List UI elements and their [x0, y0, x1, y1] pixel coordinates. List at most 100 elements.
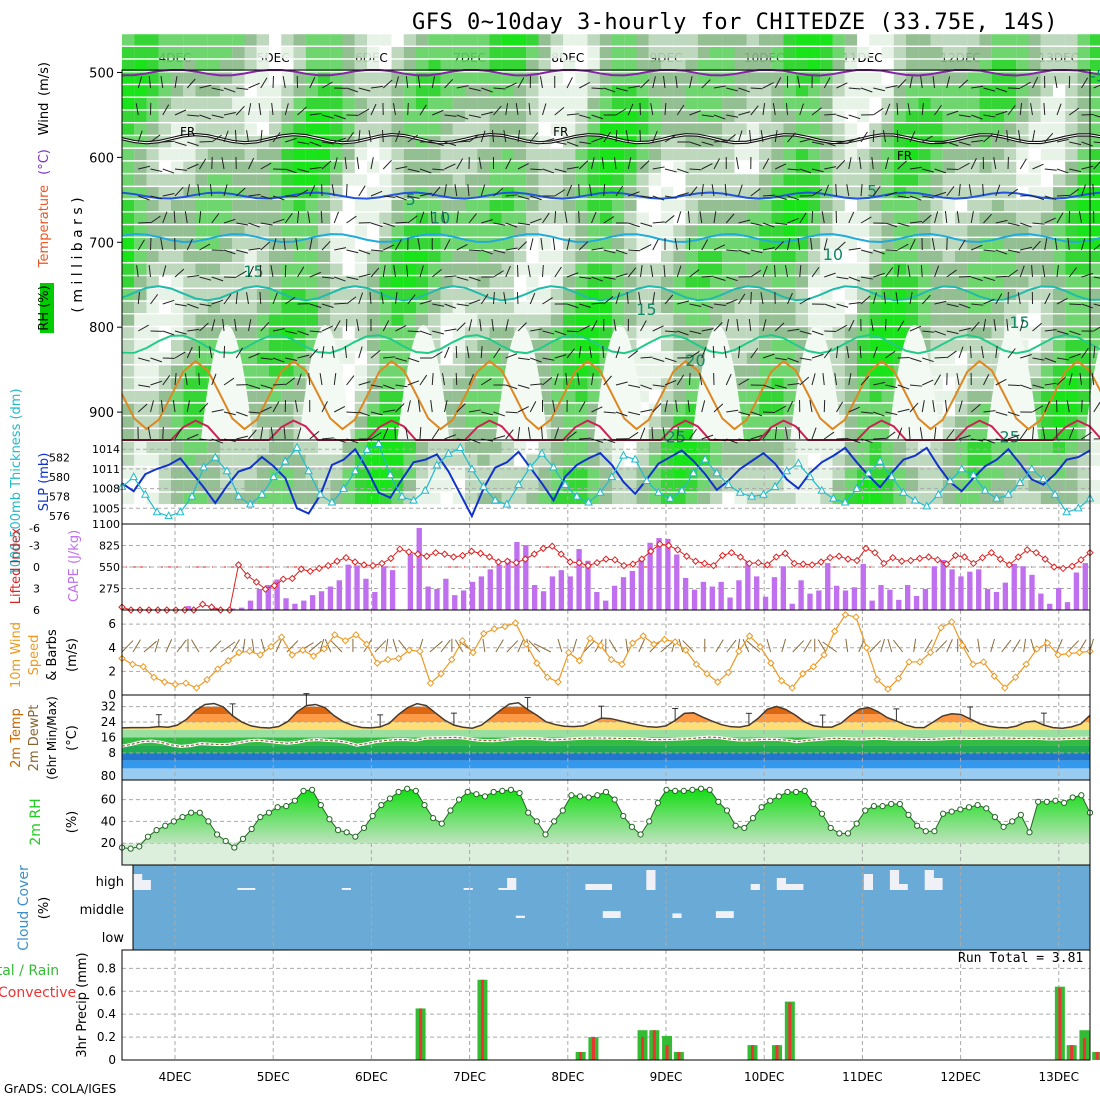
rh-cell: [955, 149, 967, 160]
rh-cell: [759, 149, 771, 160]
rh-cell: [967, 455, 979, 466]
rh-cell: [147, 264, 159, 275]
rh-cell: [122, 442, 134, 453]
rh-cell: [281, 85, 293, 96]
rh-cell: [698, 276, 710, 287]
wind-barb: [375, 641, 386, 652]
rh-cell: [441, 289, 453, 300]
rh-cell: [1053, 47, 1065, 58]
rh-point: [1001, 824, 1006, 829]
rh-cell: [379, 391, 391, 402]
rh-cell: [869, 225, 881, 236]
rh-cell: [686, 34, 698, 45]
rh-cell: [404, 251, 416, 262]
rh-cell: [833, 327, 845, 338]
rh-cell: [943, 85, 955, 96]
rh-cell: [539, 442, 551, 453]
rh-cell: [355, 47, 367, 58]
rh-cell: [649, 225, 661, 236]
rh-cell: [208, 264, 220, 275]
lifted-index-point: [630, 561, 636, 567]
rh-point: [1018, 812, 1023, 817]
rh-cell: [257, 480, 269, 491]
rh-cell: [563, 225, 575, 236]
rh-cell: [661, 200, 673, 211]
cape-bar: [443, 579, 448, 610]
rh-cell: [771, 200, 783, 211]
temperature-color-band: [122, 761, 1090, 769]
rh-cell: [147, 149, 159, 160]
rh-cell: [820, 85, 832, 96]
rh-cell: [453, 200, 465, 211]
rh-cell: [784, 225, 796, 236]
rh-cell: [306, 200, 318, 211]
rh-cell: [122, 111, 134, 122]
rh-cell: [931, 289, 943, 300]
rh-cell: [637, 85, 649, 96]
rh-cell: [796, 85, 808, 96]
pressure-axis-title: ( m i l l i b a r s ): [70, 197, 86, 312]
rh-cell: [551, 251, 563, 262]
rh-cell: [330, 442, 342, 453]
rh-cell: [1065, 238, 1077, 249]
rh-cell: [575, 213, 587, 224]
rh-cell: [490, 442, 502, 453]
cape-bar: [1038, 594, 1043, 610]
rh-cell: [796, 200, 808, 211]
rh-cell: [465, 480, 477, 491]
rh-point: [681, 788, 686, 793]
rh-cell: [465, 225, 477, 236]
rh-cell: [1004, 200, 1016, 211]
rh-point: [716, 799, 721, 804]
rh-cell: [428, 276, 440, 287]
rh-cell: [1041, 200, 1053, 211]
rh-cell: [808, 174, 820, 185]
rh-cell: [134, 123, 146, 134]
rh-cell: [379, 200, 391, 211]
cloud-cell: [751, 884, 760, 890]
rh-cell: [980, 187, 992, 198]
rh-cell: [281, 225, 293, 236]
rh-cell: [183, 34, 195, 45]
rh-cell: [281, 429, 293, 440]
rh-cell: [882, 34, 894, 45]
cape-bar: [825, 563, 830, 610]
rh-cell: [771, 264, 783, 275]
rh-cell: [428, 123, 440, 134]
rh-cell: [735, 327, 747, 338]
cape-bar: [559, 570, 564, 610]
rh-cell: [257, 47, 269, 58]
rh-cell: [624, 213, 636, 224]
isotherm-label: 10: [430, 208, 450, 227]
rh-cell: [379, 98, 391, 109]
rh-cell: [686, 162, 698, 173]
rh-cell: [306, 123, 318, 134]
rh-cell: [220, 72, 232, 83]
rh-point: [880, 804, 885, 809]
rh-cell: [159, 429, 171, 440]
rh-cell: [343, 149, 355, 160]
rh-cell: [673, 378, 685, 389]
rh-cell: [882, 327, 894, 338]
rh-cell: [367, 98, 379, 109]
rh-cell: [551, 314, 563, 325]
rh-point: [137, 844, 142, 849]
rh-cell: [404, 276, 416, 287]
rh-cell: [134, 149, 146, 160]
rh-cell: [722, 213, 734, 224]
rh-cell: [894, 174, 906, 185]
rh-cell: [808, 493, 820, 504]
rh-cell: [943, 225, 955, 236]
rh-cell: [722, 123, 734, 134]
rh-cell: [220, 276, 232, 287]
rh-point: [266, 810, 271, 815]
rh-cell: [820, 276, 832, 287]
rh-point: [759, 805, 764, 810]
rh-cell: [526, 98, 538, 109]
cape-bar: [816, 590, 821, 610]
rh-cell: [686, 149, 698, 160]
rh-cell: [330, 34, 342, 45]
rh-cell: [747, 47, 759, 58]
rh-point: [249, 826, 254, 831]
rh-cell: [343, 47, 355, 58]
